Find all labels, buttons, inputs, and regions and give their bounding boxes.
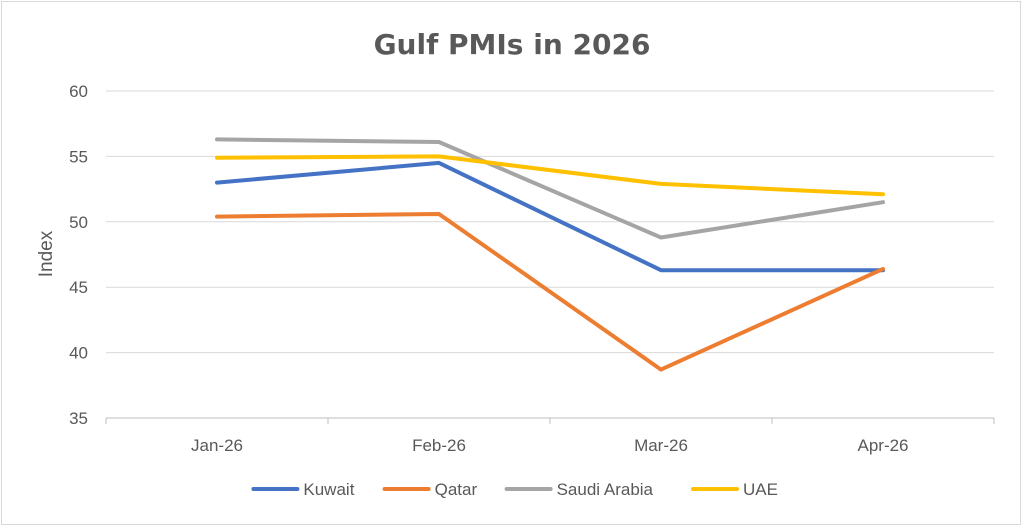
y-axis-title: Index xyxy=(36,230,57,277)
legend-label: Saudi Arabia xyxy=(557,480,654,499)
x-tick-label: Apr-26 xyxy=(857,436,908,455)
y-tick-label: 40 xyxy=(69,344,88,363)
x-tick-label: Feb-26 xyxy=(412,436,466,455)
x-tick-label: Jan-26 xyxy=(191,436,243,455)
x-axis: Jan-26 Feb-26 Mar-26 Apr-26 xyxy=(105,417,995,455)
y-tick-label: 55 xyxy=(69,147,88,166)
legend: Kuwait Qatar Saudi Arabia UAE xyxy=(251,480,778,499)
legend-label: UAE xyxy=(743,480,778,499)
legend-label: Qatar xyxy=(435,480,478,499)
y-axis-ticks: 35 40 45 50 55 60 xyxy=(69,82,88,428)
y-tick-label: 45 xyxy=(69,278,88,297)
x-tick-label: Mar-26 xyxy=(634,436,688,455)
series-line-qatar xyxy=(215,212,885,372)
legend-label: Kuwait xyxy=(303,480,354,499)
chart-title: Gulf PMIs in 2026 xyxy=(374,28,651,61)
y-tick-label: 35 xyxy=(69,409,88,428)
series-line-saudi-arabia xyxy=(215,137,885,240)
series-lines xyxy=(215,137,885,372)
series-line-uae xyxy=(215,154,885,197)
series-line-kuwait xyxy=(215,160,885,273)
y-tick-label: 50 xyxy=(69,213,88,232)
y-tick-label: 60 xyxy=(69,82,88,101)
